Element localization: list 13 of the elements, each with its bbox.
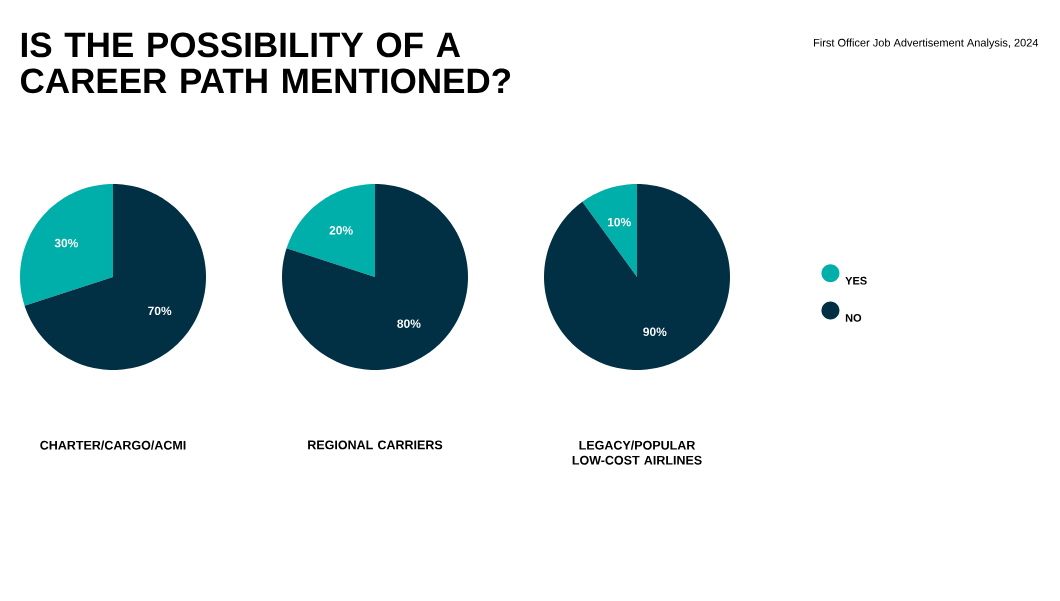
data-label: 90% — [643, 327, 667, 337]
text: First Officer Job Advertisement Analysis, 2024 — [814, 38, 1039, 49]
legend-label: YES — [845, 276, 867, 285]
text: CHARTER/CARGO/ACMI — [40, 440, 186, 450]
data-label: 80% — [397, 319, 421, 328]
data-label: 70% — [148, 306, 172, 316]
chart-title: IS THE POSSIBILITY OF A CAREER PATH MENTIONED? — [20, 32, 511, 94]
text: REGIONAL CARRIERS — [308, 440, 443, 450]
text: LEGACY/POPULAR LOW-COST AIRLINES — [572, 440, 702, 465]
data-label: 20% — [329, 226, 353, 235]
legend-label: NO — [845, 314, 862, 322]
data-label: 10% — [607, 217, 631, 227]
data-label: 30% — [54, 238, 79, 248]
